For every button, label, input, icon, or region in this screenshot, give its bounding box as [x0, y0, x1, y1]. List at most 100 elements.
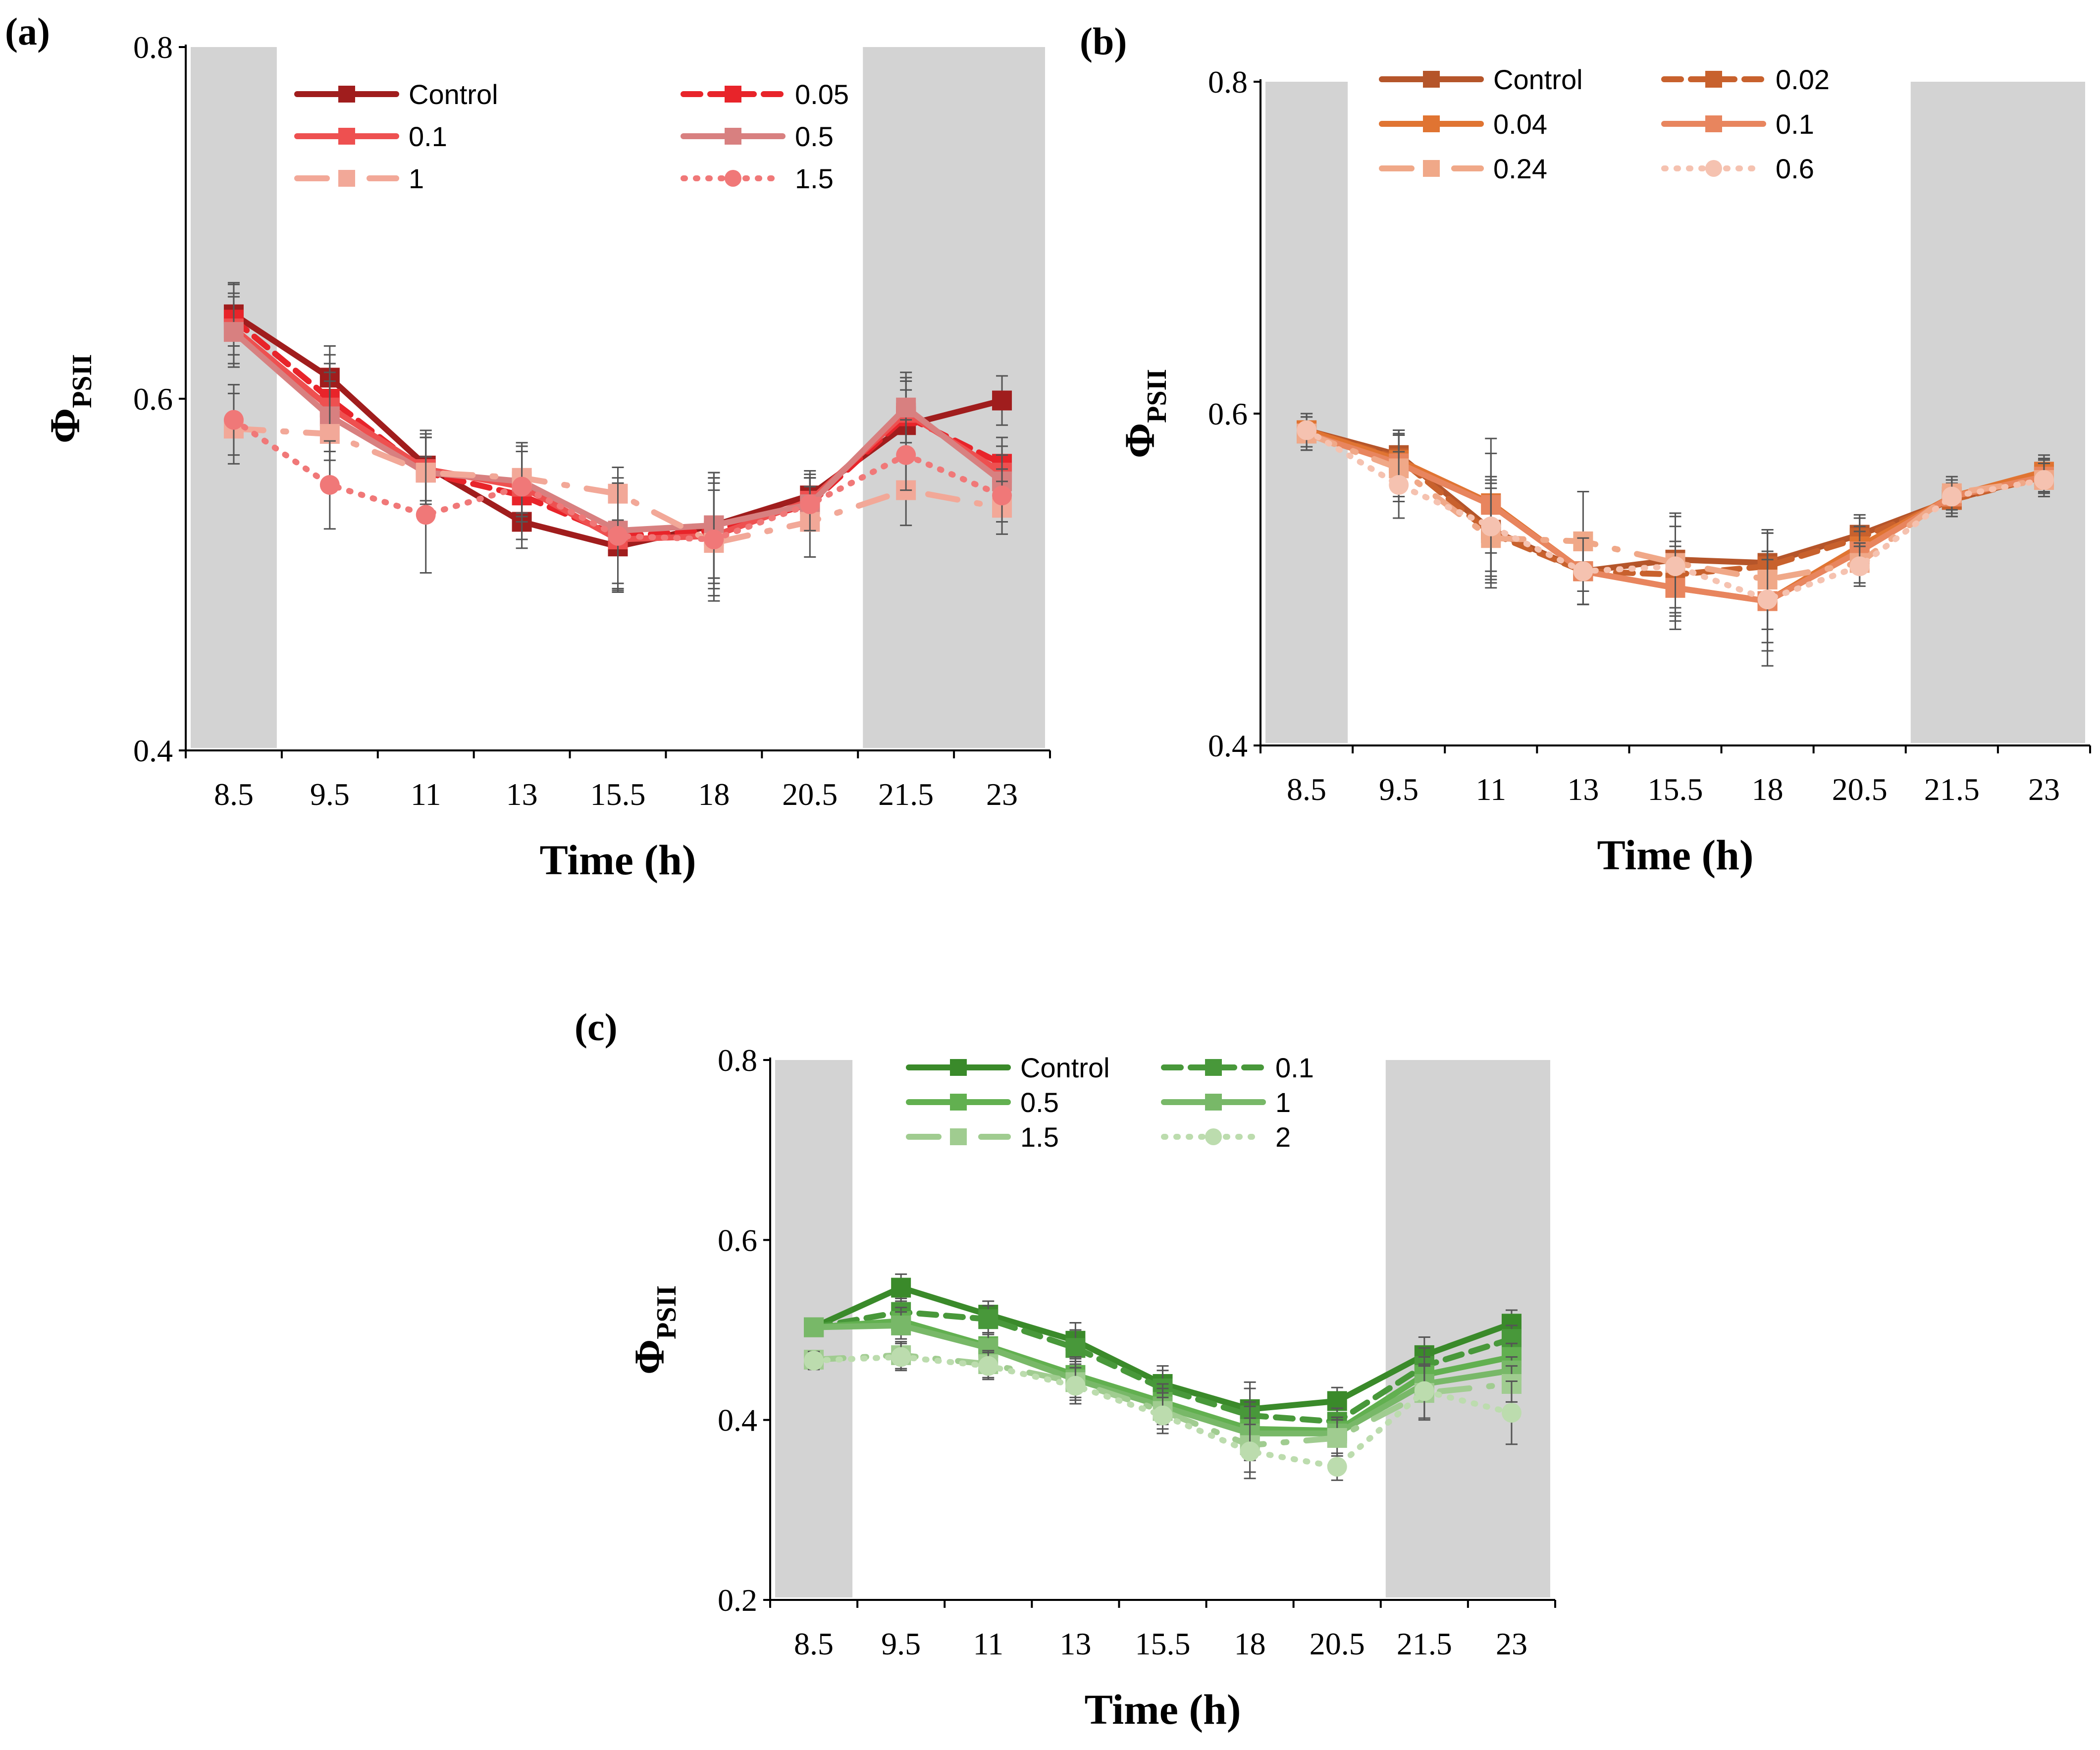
legend-marker — [950, 1059, 967, 1076]
x-axis-title: Time (h) — [1597, 831, 1753, 879]
x-tick-label: 11 — [973, 1626, 1003, 1661]
data-point — [704, 530, 724, 549]
data-point — [804, 1317, 824, 1337]
legend-marker — [338, 128, 355, 145]
legend-label: 0.1 — [1776, 108, 1814, 140]
y-tick-label: 0.8 — [133, 30, 173, 65]
y-tick-label: 0.6 — [133, 381, 173, 417]
data-point — [978, 1309, 998, 1329]
x-tick-label: 8.5 — [794, 1626, 834, 1661]
series-line — [1304, 430, 2047, 583]
data-point — [1481, 516, 1501, 536]
legend-marker — [950, 1128, 967, 1145]
x-tick-label: 21.5 — [1924, 772, 1980, 807]
panel-label: (a) — [5, 10, 50, 53]
x-tick-label: 20.5 — [1310, 1626, 1365, 1661]
x-tick-label: 23 — [1496, 1626, 1527, 1661]
legend-marker — [338, 170, 355, 187]
x-axis-title: Time (h) — [1084, 1686, 1241, 1733]
legend-label: 0.5 — [795, 121, 834, 152]
data-point — [608, 526, 628, 546]
legend-marker — [1705, 71, 1722, 88]
y-tick-label: 0.6 — [1208, 396, 1248, 431]
y-tick-label: 0.4 — [1208, 728, 1248, 763]
data-point — [800, 494, 820, 514]
chart-panel-a: 0.4 0.6 0.8 8.5 9.5 11 13 15.5 18 20.5 21.5 23 Time … — [5, 10, 1051, 884]
legend-label: 0.1 — [409, 121, 447, 152]
legend-label: Control — [1020, 1052, 1110, 1083]
y-axis-title: ΦPSII — [626, 1285, 682, 1375]
data-point — [992, 485, 1012, 506]
legend-marker — [1205, 1094, 1222, 1111]
dark-period-band — [863, 47, 1045, 748]
legend-marker — [725, 128, 741, 145]
data-point — [512, 477, 532, 497]
legend-label: 0.1 — [1275, 1052, 1314, 1083]
data-point — [896, 445, 916, 465]
x-tick-label: 23 — [2028, 772, 2060, 807]
series-0.6 — [1297, 413, 2054, 667]
data-point — [1389, 475, 1409, 495]
x-tick-label: 13 — [1567, 772, 1599, 807]
x-tick-label: 11 — [411, 777, 441, 812]
data-point — [1501, 1403, 1522, 1423]
dark-period-band — [1910, 82, 2085, 743]
y-tick-label: 0.8 — [718, 1043, 757, 1078]
panel-label: (c) — [575, 1006, 618, 1049]
legend-label: 1.5 — [795, 163, 834, 194]
x-tick-label: 23 — [986, 777, 1018, 812]
data-point — [1240, 1441, 1260, 1462]
data-point — [1414, 1381, 1434, 1401]
x-tick-label: 13 — [506, 777, 538, 812]
legend-marker — [1205, 1128, 1222, 1145]
legend-marker — [950, 1094, 967, 1111]
x-tick-label: 20.5 — [782, 777, 838, 812]
x-tick-label: 21.5 — [878, 777, 934, 812]
x-tick-label: 9.5 — [310, 777, 350, 812]
x-tick-label: 15.5 — [590, 777, 646, 812]
data-point — [1297, 420, 1317, 440]
legend: Control 0.02 0.04 0.1 0.24 0.6 — [1379, 64, 1830, 184]
y-tick-label: 0.2 — [718, 1583, 757, 1618]
legend-marker — [338, 86, 355, 103]
y-axis-title: ΦPSII — [1116, 369, 1172, 458]
x-tick-label: 18 — [1234, 1626, 1266, 1661]
legend-label: 0.05 — [795, 79, 849, 110]
data-point — [891, 1315, 911, 1335]
legend-marker — [1705, 115, 1722, 132]
x-axis-title: Time (h) — [539, 836, 696, 884]
y-tick-label: 0.4 — [718, 1403, 757, 1438]
data-point — [1665, 556, 1685, 577]
x-tick-label: 9.5 — [881, 1626, 921, 1661]
series-line — [811, 1352, 1515, 1448]
data-point — [978, 1356, 998, 1376]
x-tick-label: 8.5 — [214, 777, 254, 812]
legend-label: 0.24 — [1493, 153, 1547, 184]
data-point — [416, 505, 436, 525]
dark-period-band — [1265, 82, 1348, 743]
legend-marker — [1423, 160, 1440, 177]
legend-marker — [725, 86, 741, 103]
data-point — [804, 1350, 824, 1371]
legend-label: 0.5 — [1020, 1087, 1059, 1118]
x-tick-label: 11 — [1475, 772, 1506, 807]
data-point — [223, 410, 244, 430]
y-axis-title: ΦPSII — [41, 354, 98, 443]
data-point — [1573, 561, 1593, 582]
series-2 — [804, 1342, 1522, 1481]
x-tick-label: 13 — [1059, 1626, 1091, 1661]
chart-panel-c: 0.20.40.60.88.5 9.5 11 13 15.5 18 20.5 21.5 23Ti… — [575, 1006, 1556, 1733]
data-point — [1065, 1338, 1086, 1358]
legend-marker — [725, 170, 741, 187]
data-point — [1942, 486, 1962, 507]
legend: Control 0.05 0.1 0.5 1 1.5 — [294, 79, 849, 194]
data-point — [1327, 1457, 1347, 1477]
series-1.5 — [223, 384, 1012, 602]
legend-label: 1.5 — [1020, 1121, 1059, 1153]
y-tick-label: 0.6 — [718, 1222, 757, 1258]
legend-label: 1 — [409, 163, 424, 194]
y-tick-label: 0.4 — [133, 733, 173, 768]
x-tick-label: 15.5 — [1135, 1626, 1191, 1661]
data-point — [223, 322, 244, 342]
legend-label: Control — [1493, 64, 1583, 95]
